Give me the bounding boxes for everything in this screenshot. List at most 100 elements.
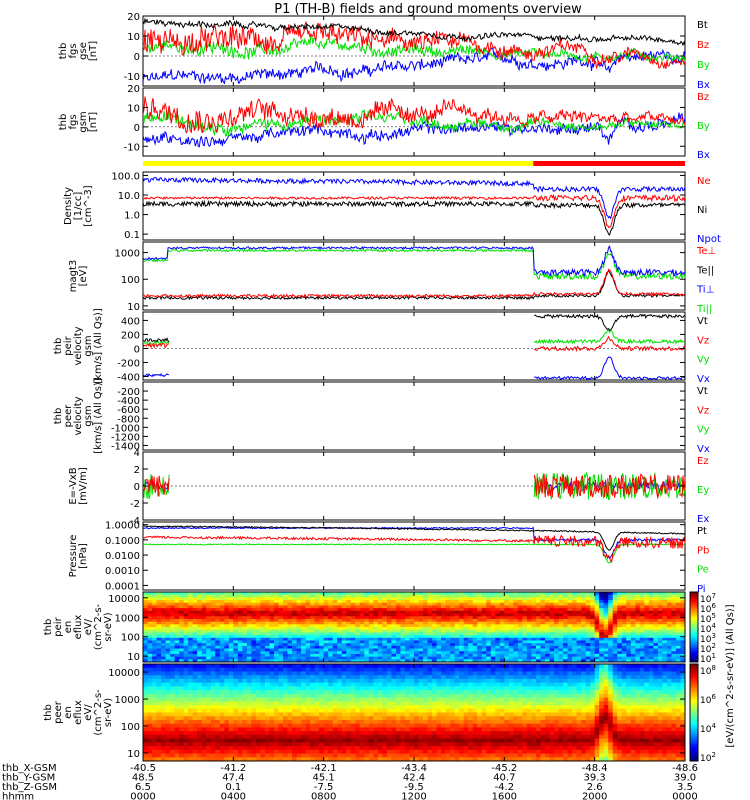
heat-cell xyxy=(292,682,297,687)
heat-cell xyxy=(147,653,153,658)
heat-cell xyxy=(161,592,166,596)
legend-Te⊥: Te⊥ xyxy=(696,246,716,257)
heat-cell xyxy=(535,651,541,655)
heat-cell xyxy=(323,749,329,754)
y-axis-label-line: thb xyxy=(58,114,69,131)
heat-cell xyxy=(436,656,442,660)
heat-cell xyxy=(617,592,623,596)
heat-cell xyxy=(414,753,419,758)
heat-cell xyxy=(233,643,239,647)
heat-cell xyxy=(404,629,410,633)
heat-cell xyxy=(599,594,605,598)
heat-cell xyxy=(490,600,496,604)
heat-cell xyxy=(639,594,645,598)
heat-cell xyxy=(210,667,216,672)
heat-cell xyxy=(197,645,203,649)
heat-cell xyxy=(368,667,374,672)
heat-cell xyxy=(328,624,334,628)
heat-cell xyxy=(671,624,677,628)
heat-cell xyxy=(454,635,460,639)
heat-cell xyxy=(409,697,415,702)
heat-cell xyxy=(201,627,207,631)
heat-cell xyxy=(246,635,252,639)
heat-cell xyxy=(156,705,162,710)
heat-cell xyxy=(233,600,239,604)
heat-cell xyxy=(377,705,383,710)
heat-cell xyxy=(427,621,433,625)
heat-cell xyxy=(165,719,171,725)
heat-cell xyxy=(373,605,379,609)
heat-cell xyxy=(269,600,275,604)
heat-cell xyxy=(201,643,207,647)
heat-cell xyxy=(404,613,410,617)
heat-cell xyxy=(296,757,302,762)
heat-cell xyxy=(409,682,415,687)
heat-cell xyxy=(594,621,600,625)
heat-cell xyxy=(391,675,397,680)
heat-cell xyxy=(255,712,261,717)
heat-cell xyxy=(323,753,329,758)
heat-cell xyxy=(147,678,153,684)
heat-cell xyxy=(504,637,510,641)
heat-cell xyxy=(219,616,225,620)
heat-cell xyxy=(400,738,406,743)
heat-cell xyxy=(206,640,212,644)
heat-cell xyxy=(310,731,316,736)
legend-Ti||: Ti|| xyxy=(696,304,712,315)
heat-cell xyxy=(400,629,406,633)
heat-cell xyxy=(287,690,293,695)
heat-cell xyxy=(273,653,279,658)
heat-cell xyxy=(666,651,672,655)
heat-cell xyxy=(210,671,216,676)
heat-cell xyxy=(621,608,627,612)
heat-cell xyxy=(486,618,492,623)
heat-cell xyxy=(215,608,221,612)
heat-cell xyxy=(563,656,568,660)
heat-cell xyxy=(432,643,437,647)
heat-cell xyxy=(147,624,153,628)
heat-cell xyxy=(328,643,334,647)
heat-cell xyxy=(666,613,672,617)
heat-cell xyxy=(621,648,627,652)
heat-cell xyxy=(468,656,474,660)
heat-cell xyxy=(563,627,568,631)
heat-cell xyxy=(463,594,469,598)
heat-cell xyxy=(228,629,234,633)
heat-cell xyxy=(273,671,279,676)
heat-cell xyxy=(305,667,311,672)
heat-cell xyxy=(319,719,325,725)
heat-cell xyxy=(612,613,618,617)
heat-cell xyxy=(535,621,541,625)
heat-cell xyxy=(572,659,577,663)
heat-cell xyxy=(414,613,419,617)
heat-cell xyxy=(377,682,383,687)
heat-cell xyxy=(260,632,266,636)
heat-cell xyxy=(273,746,279,751)
heat-cell xyxy=(179,734,185,740)
legend-Vt: Vt xyxy=(697,316,708,327)
heat-cell xyxy=(662,608,668,612)
heat-cell xyxy=(558,640,564,644)
heat-cell xyxy=(531,597,537,601)
heat-cell xyxy=(264,749,270,754)
heat-cell xyxy=(657,653,663,658)
heat-cell xyxy=(499,659,505,663)
heat-cell xyxy=(558,632,564,636)
heat-cell xyxy=(445,637,451,641)
heat-cell xyxy=(273,664,279,669)
heat-cell xyxy=(237,708,243,713)
heat-cell xyxy=(404,645,410,649)
heat-cell xyxy=(400,653,406,658)
heat-cell xyxy=(319,701,325,706)
heat-cell xyxy=(590,651,596,655)
heat-cell xyxy=(228,708,234,713)
heat-cell xyxy=(567,645,573,649)
heat-cell xyxy=(156,624,162,628)
heat-cell xyxy=(391,635,397,639)
heat-cell xyxy=(594,659,600,663)
heat-cell xyxy=(459,602,465,606)
heat-cell xyxy=(179,602,185,606)
heat-cell xyxy=(418,602,424,606)
heat-cell xyxy=(395,659,401,663)
heat-cell xyxy=(639,624,645,628)
